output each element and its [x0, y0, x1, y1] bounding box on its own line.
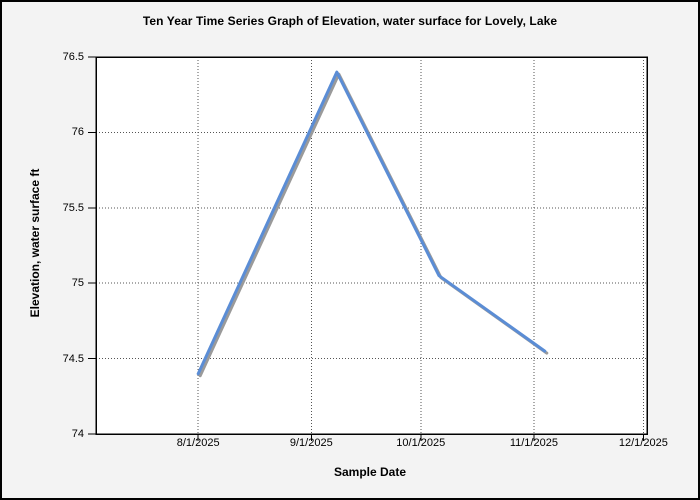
y-tick-label: 74.5 [62, 352, 84, 365]
y-tick-label: 74 [71, 428, 84, 440]
y-tick-label: 76.5 [62, 51, 84, 63]
x-tick-label: 9/1/2025 [289, 437, 333, 449]
x-tick-label: 10/1/2025 [396, 437, 446, 449]
plot-background [96, 57, 647, 434]
y-tick-label: 76 [71, 126, 84, 139]
chart-title: Ten Year Time Series Graph of Elevation,… [142, 14, 558, 28]
series-line [196, 70, 547, 376]
y-tick-label: 75.5 [62, 201, 84, 214]
x-tick-label: 8/1/2025 [176, 437, 220, 449]
x-tick-label: 12/1/2025 [618, 437, 668, 449]
x-axis-title: Sample Date [333, 465, 407, 479]
y-tick-label: 75 [71, 277, 84, 290]
x-tick-label: 11/1/2025 [509, 437, 558, 449]
plot-border [95, 56, 648, 435]
